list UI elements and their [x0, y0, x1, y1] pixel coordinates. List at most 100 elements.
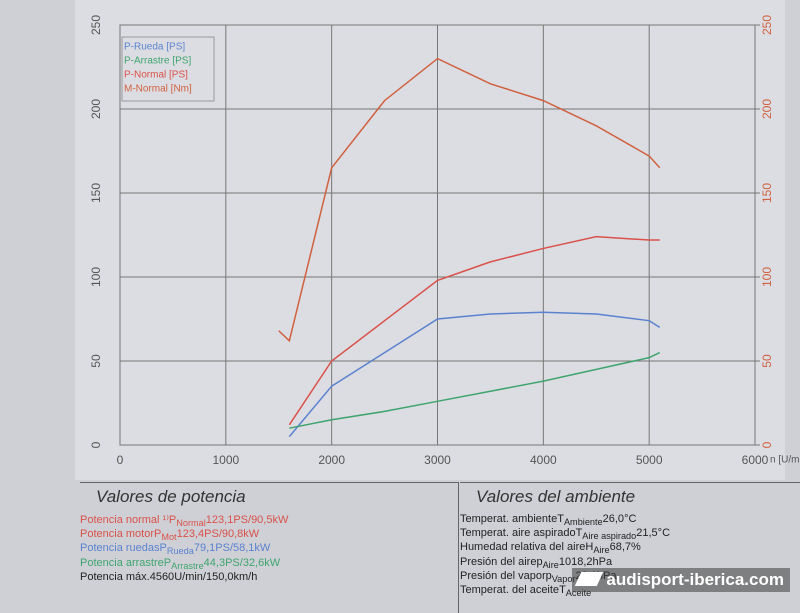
x-axis-label: n [U/min] [770, 455, 800, 466]
potencia-row: Potencia máx.4560U/min/150,0km/h [80, 571, 458, 583]
symbol-sub: Aceite [565, 588, 592, 599]
series-line [278, 57, 661, 343]
y2-tick-label: 0 [760, 441, 774, 448]
separator: / [239, 556, 243, 569]
symbol-sub: Aire [542, 559, 559, 570]
symbol-sub: Aire aspirado [582, 531, 637, 542]
value: 4560 [149, 570, 175, 583]
x-tick-label: 6000 [742, 453, 769, 467]
legend-entry: P-Normal [PS] [124, 70, 188, 81]
symbol-letter: p [536, 555, 543, 568]
symbol-letter: P [163, 556, 172, 569]
symbol-letter: T [557, 513, 564, 525]
ambiente-row: Temperat. aire aspiradoTAire aspirado21,… [460, 527, 800, 541]
value: 79,1 [193, 542, 216, 555]
symbol-sub: Ambiente [563, 517, 603, 528]
symbol: pVapor [546, 570, 576, 584]
series-line [288, 311, 661, 438]
potencia-row: Potencia ruedasPRueda79,1PS/58,1kW [80, 542, 458, 556]
symbol-sub: Vapor [551, 573, 576, 584]
unit: % [631, 541, 641, 554]
symbol: TAire aspirado [575, 527, 637, 542]
symbol-letter: T [575, 527, 583, 540]
unit2: km/h [233, 570, 258, 583]
value2: 32,6 [242, 556, 265, 569]
page: n [U/min] 0 50 100 150 200 250 0 50 100 150 200 250… [0, 0, 800, 600]
unit: PS [225, 556, 240, 569]
symbol: TAmbiente [557, 513, 603, 528]
y-tick-label: 50 [89, 354, 103, 368]
value2: 150,0 [205, 570, 234, 583]
potencia-title: Valores de potencia [96, 487, 246, 506]
unit: U/min [174, 570, 203, 583]
separator: / [229, 542, 233, 555]
x-tick-label: 3000 [424, 453, 451, 467]
ambiente-title: Valores del ambiente [476, 487, 636, 506]
potencia-rows: Potencia normal ¹⁾PNormal123,1PS/90,5kW P… [80, 513, 458, 583]
unit2: kW [243, 528, 260, 541]
symbol-sub: Mot [161, 532, 177, 543]
legend-entry: P-Arrastre [PS] [124, 56, 191, 67]
x-tick-label: 0 [117, 453, 124, 467]
symbol: PArrastre [163, 556, 204, 571]
label: Potencia ruedas [80, 542, 160, 555]
symbol-sub: Normal [176, 518, 206, 529]
symbol: PRueda [159, 542, 194, 556]
y2-tick-label: 200 [760, 99, 774, 119]
x-tick-label: 1000 [212, 453, 239, 467]
ambiente-row: Presión del airepAire1018,2hPa [460, 556, 800, 570]
y-tick-label: 0 [89, 441, 103, 448]
y-tick-label: 100 [89, 267, 103, 287]
symbol-letter: T [559, 583, 566, 596]
value: 21,5 [636, 527, 658, 540]
unit: PS [204, 528, 219, 541]
series-line [289, 351, 661, 429]
symbol: TAceite [559, 583, 592, 599]
y2-tick-label: 250 [760, 15, 774, 35]
value: 123,4 [176, 528, 205, 541]
value2: 90,8 [221, 528, 244, 541]
x-tick-label: 2000 [318, 453, 345, 467]
x-tick-label: 5000 [636, 453, 663, 467]
unit: PS [233, 514, 248, 526]
ambiente-row: Temperat. ambienteTAmbiente26,0°C [460, 513, 800, 527]
symbol: HAire [585, 541, 610, 556]
potencia-row: Potencia normal ¹⁾PNormal123,1PS/90,5kW [80, 513, 458, 528]
symbol-sub: Arrastre [171, 560, 204, 571]
symbol-letter: H [585, 541, 594, 554]
symbol-letter: P [168, 514, 177, 526]
chart: n [U/min] 0 50 100 150 200 250 0 50 100 150 200 250… [75, 0, 800, 480]
y-tick-label: 200 [89, 99, 103, 119]
unit: hPa [592, 555, 613, 568]
label: Potencia máx. [80, 570, 150, 583]
potencia-row: Potencia arrastrePArrastre44,3PS/32,6kW [80, 557, 458, 571]
unit2: kW [272, 514, 289, 526]
unit: °C [657, 527, 671, 540]
ambiente-row: Temperat. del aceiteTAceite [460, 584, 800, 598]
y2-tick-label: 100 [760, 267, 774, 287]
separator: / [248, 514, 252, 526]
label: Potencia normal ¹⁾ [80, 514, 169, 526]
x-tick-label: 4000 [530, 453, 557, 467]
label: Temperat. del aceite [460, 583, 560, 596]
unit2: kW [264, 556, 281, 569]
label: Potencia arrastre [80, 556, 164, 569]
legend-entry: M-Normal [Nm] [124, 84, 192, 95]
label: Temperat. ambiente [460, 513, 558, 525]
ambiente-row: Humedad relativa del aireHAire68,7% [460, 541, 800, 555]
value: 123,1 [205, 514, 234, 526]
value2: 58,1 [233, 542, 255, 555]
label: Humedad relativa del aire [460, 541, 586, 554]
legend-entry: P-Rueda [PS] [124, 42, 185, 53]
symbol: PMot [154, 528, 177, 543]
y2-tick-label: 50 [760, 354, 774, 368]
ambiente-box: Valores del ambiente Temperat. ambienteT… [460, 482, 800, 613]
label: Presión del aire [460, 555, 537, 568]
label: Potencia motor [80, 528, 154, 541]
y2-tick-label: 150 [760, 183, 774, 203]
series-line [288, 235, 660, 426]
symbol-letter: P [159, 542, 167, 555]
y-tick-label: 250 [89, 15, 103, 35]
symbol-sub: Aire [593, 545, 610, 556]
potencia-box: Valores de potencia Potencia normal ¹⁾PN… [80, 482, 459, 613]
